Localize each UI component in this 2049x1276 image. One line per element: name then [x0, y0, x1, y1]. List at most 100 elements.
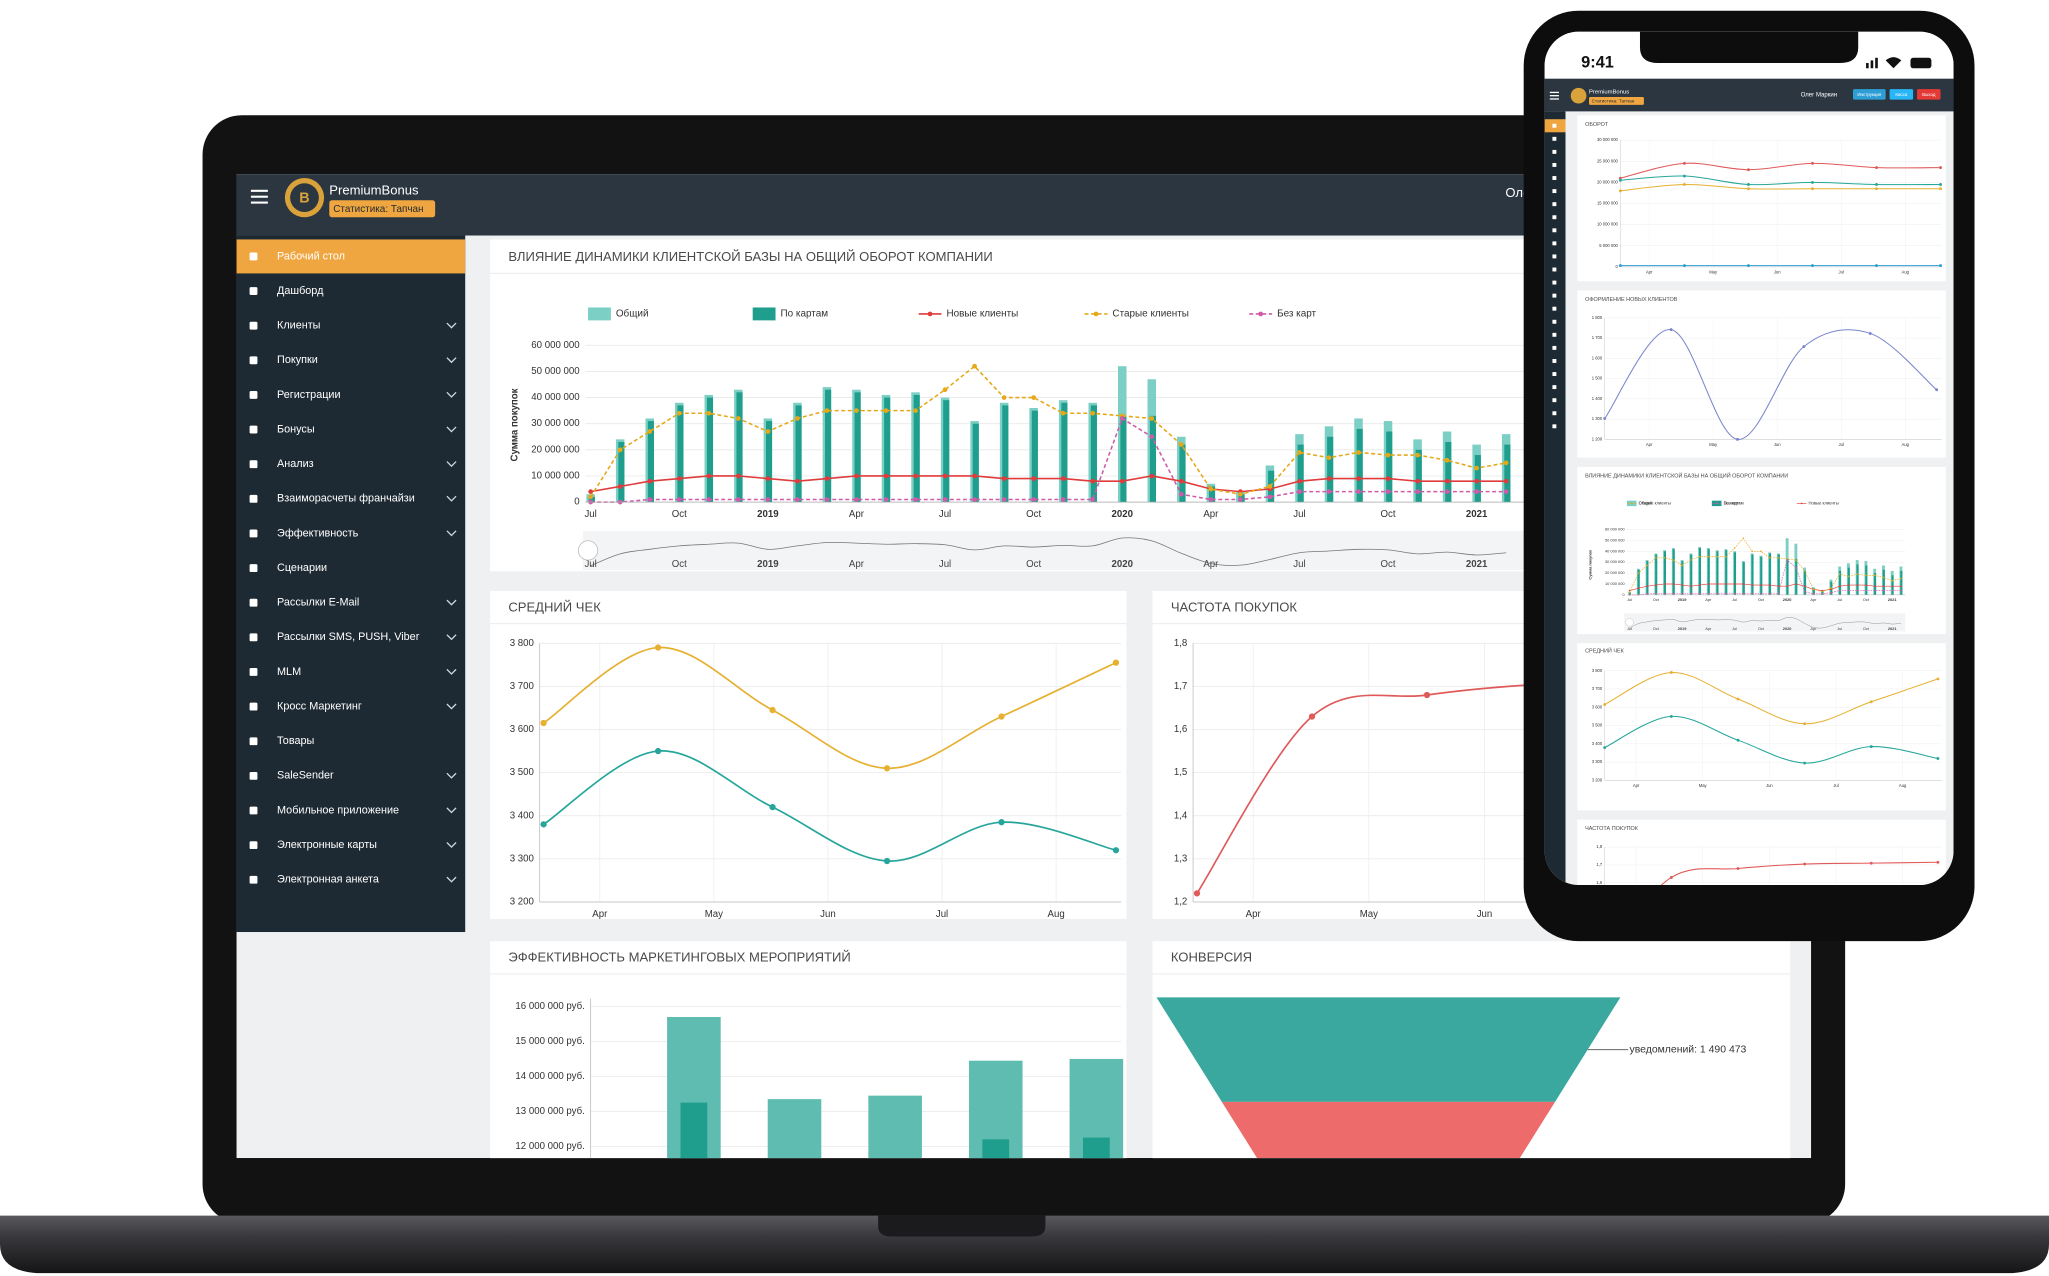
point: [1690, 559, 1692, 561]
bar: [1690, 554, 1693, 595]
x-tick-label: May: [1360, 909, 1378, 920]
x-tick-label: Jul: [1839, 269, 1844, 274]
menu-chevron: [446, 322, 457, 329]
battery: [1910, 57, 1932, 69]
line: [589, 365, 1507, 498]
point: [1939, 166, 1942, 170]
card-title: ЭФФЕКТИВНОСТЬ МАРКЕТИНГОВЫХ МЕРОПРИЯТИЙ: [508, 950, 850, 965]
point: [1628, 591, 1631, 594]
menu-icon: [249, 321, 258, 330]
y-tick-label: 60 000 000: [531, 340, 579, 351]
menu-item[interactable]: Бонусы: [249, 423, 457, 435]
menu-icon: [249, 875, 258, 884]
bar: [1655, 554, 1658, 595]
point: [1208, 497, 1214, 502]
header-button[interactable]: Касса: [1889, 89, 1914, 100]
point: [1001, 395, 1007, 400]
point: [1603, 703, 1607, 706]
bar: [795, 405, 802, 503]
point: [1875, 183, 1878, 186]
funnel-label: уведомлений: 1 490 473: [1630, 1044, 1747, 1055]
menu-label: SaleSender: [277, 770, 334, 782]
hamburger[interactable]: [250, 189, 268, 204]
bar: [1733, 552, 1737, 595]
menu-item[interactable]: Кросс Маркетинг: [249, 700, 457, 712]
menu-item[interactable]: Рассылки E-Mail: [249, 597, 457, 609]
menu-item[interactable]: Регистрации: [249, 389, 457, 401]
menu-icon: [249, 702, 258, 711]
navigator-handle[interactable]: [577, 540, 599, 561]
point: [1811, 180, 1814, 184]
navigator-label: Oct: [672, 559, 687, 570]
x-tick-label: Aug: [1899, 783, 1907, 788]
menu-item[interactable]: Электронная анкета: [249, 874, 457, 886]
funnel-stage: [1156, 997, 1621, 1102]
point: [1669, 714, 1673, 718]
y-tick-label: 3 400: [510, 810, 534, 821]
y-tick-label: 1,7: [1596, 862, 1602, 867]
navigator-label: Oct: [1653, 626, 1660, 631]
point: [854, 473, 859, 479]
menu-icon: [1552, 123, 1557, 128]
x-tick-label: Apr: [1246, 909, 1262, 920]
point: [795, 478, 800, 484]
point: [1803, 570, 1806, 572]
legend-label: По картам: [1724, 501, 1744, 506]
menu-chevron: [446, 634, 457, 641]
point: [942, 497, 948, 502]
card: [490, 590, 1127, 919]
menu-item[interactable]: Товары: [249, 735, 315, 747]
header-button[interactable]: Выход: [1917, 89, 1941, 100]
menu-item[interactable]: SaleSender: [249, 770, 457, 782]
menu-item[interactable]: Клиенты: [249, 320, 457, 332]
x-tick-label: Jul: [1293, 509, 1305, 520]
bar: [677, 405, 684, 503]
menu-item[interactable]: MLM: [249, 666, 457, 678]
point: [1707, 593, 1710, 595]
point: [676, 410, 682, 416]
menu-item[interactable]: Взаиморасчеты франчайзи: [249, 493, 457, 505]
navigator-handle[interactable]: [1625, 618, 1634, 627]
navigator-label: Apr: [1705, 626, 1712, 631]
legend-label: Без карт: [1277, 309, 1316, 320]
menu-item[interactable]: Эффективность: [249, 527, 457, 539]
point: [1690, 593, 1692, 595]
menu-item[interactable]: Сценарии: [249, 562, 327, 574]
menu-item[interactable]: Рабочий стол: [236, 239, 466, 274]
menu-item[interactable]: Покупки: [249, 354, 457, 366]
y-tick-label: 1,5: [1174, 767, 1187, 778]
bar: [868, 1095, 922, 1159]
navigator-label: Oct: [1863, 626, 1870, 631]
navigator-label: Jul: [1837, 626, 1842, 631]
bar: [972, 423, 979, 503]
menu-item[interactable]: Дашборд: [249, 285, 324, 297]
navigator-label: Jul: [1293, 559, 1305, 570]
point: [765, 429, 771, 434]
y-tick-label: 1 500: [1592, 376, 1603, 381]
bar: [1900, 570, 1903, 595]
point: [1751, 593, 1753, 595]
x-tick-label: May: [1709, 442, 1718, 447]
menu-item[interactable]: Мобильное приложение: [249, 804, 457, 816]
phone-notch: [1639, 31, 1859, 64]
x-tick-label: Apr: [1810, 597, 1817, 602]
point: [1716, 555, 1718, 558]
card-title: СРЕДНИЙ ЧЕК: [1585, 647, 1625, 655]
point: [1936, 677, 1940, 681]
bar: [854, 392, 861, 503]
point: [1690, 585, 1692, 587]
point: [647, 478, 653, 484]
menu-item[interactable]: Рассылки SMS, PUSH, Viber: [249, 631, 457, 643]
user-name[interactable]: Олег Маркин: [1801, 93, 1837, 99]
legend-label: Общий: [616, 309, 649, 320]
menu-icon: [249, 668, 258, 676]
header-button[interactable]: Инструкция: [1852, 89, 1886, 100]
menu-item[interactable]: Электронные карты: [249, 839, 457, 851]
menu-chevron: [446, 599, 457, 606]
menu-item[interactable]: Анализ: [249, 458, 457, 470]
phone-screen: 9:41 PremiumBonus Статистика: Тапчан Оле…: [1544, 31, 1954, 885]
y-tick-label: 15 000 000 руб.: [515, 1036, 584, 1047]
point: [1733, 593, 1736, 595]
handle: [1625, 618, 1634, 627]
menu-chevron: [446, 703, 457, 710]
